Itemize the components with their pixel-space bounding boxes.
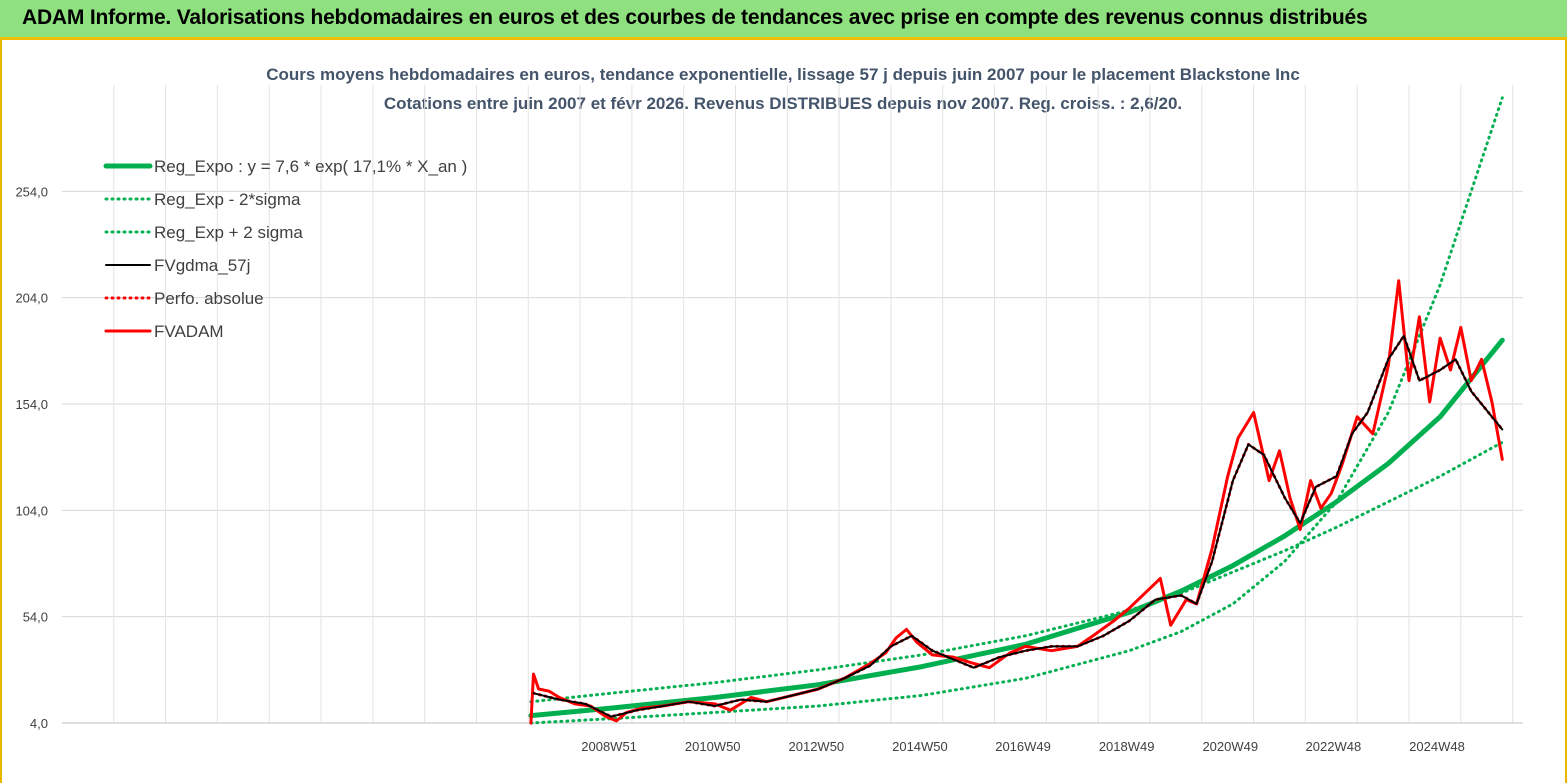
y-tick-label: 54,0 bbox=[23, 610, 48, 625]
x-tick-label: 2008W51 bbox=[581, 739, 637, 754]
y-tick-label: 204,0 bbox=[15, 291, 48, 306]
series-line bbox=[532, 334, 1504, 718]
series-lines bbox=[528, 96, 1505, 725]
report-banner: ADAM Informe. Valorisations hebdomadaire… bbox=[0, 0, 1567, 40]
legend: Reg_Expo : y = 7,6 * exp( 17,1% * X_an )… bbox=[103, 157, 467, 341]
legend-entry: FVADAM bbox=[154, 322, 224, 341]
y-tick-label: 254,0 bbox=[15, 184, 48, 199]
x-tick-label: 2012W50 bbox=[789, 739, 845, 754]
x-tick-label: 2016W49 bbox=[995, 739, 1051, 754]
x-tick-label: 2018W49 bbox=[1099, 739, 1155, 754]
y-tick-label: 154,0 bbox=[15, 397, 48, 412]
x-tick-label: 2014W50 bbox=[892, 739, 948, 754]
x-tick-label: 2024W48 bbox=[1409, 739, 1465, 754]
report-title: ADAM Informe. Valorisations hebdomadaire… bbox=[22, 6, 1368, 29]
x-tick-label: 2010W50 bbox=[685, 739, 741, 754]
series-line bbox=[529, 440, 1504, 704]
axes: 4,0 54,0 104,0 154,0 204,0 254,0 2008W51 2010W5… bbox=[15, 184, 1523, 754]
legend-entry: Reg_Exp + 2 sigma bbox=[154, 223, 303, 242]
x-tick-label: 2020W49 bbox=[1202, 739, 1258, 754]
y-tick-label: 4,0 bbox=[30, 716, 48, 731]
x-tick-label: 2022W48 bbox=[1306, 739, 1362, 754]
legend-entry: Perfo. absolue bbox=[154, 289, 264, 308]
series-line bbox=[529, 279, 1504, 725]
chart-area: Cours moyens hebdomadaires en euros, ten… bbox=[15, 65, 1523, 754]
chart-subtitle: Cotations entre juin 2007 et févr 2026. … bbox=[384, 94, 1182, 113]
legend-entry: FVgdma_57j bbox=[154, 256, 250, 275]
chart-frame: Cours moyens hebdomadaires en euros, ten… bbox=[0, 40, 1567, 783]
series-line bbox=[528, 337, 1505, 719]
chart-title: Cours moyens hebdomadaires en euros, ten… bbox=[266, 65, 1300, 84]
legend-entry: Reg_Exp - 2*sigma bbox=[154, 190, 301, 209]
y-tick-label: 104,0 bbox=[15, 503, 48, 518]
legend-entry: Reg_Expo : y = 7,6 * exp( 17,1% * X_an ) bbox=[154, 157, 467, 176]
series-line bbox=[529, 96, 1504, 725]
gridlines bbox=[62, 85, 1523, 724]
